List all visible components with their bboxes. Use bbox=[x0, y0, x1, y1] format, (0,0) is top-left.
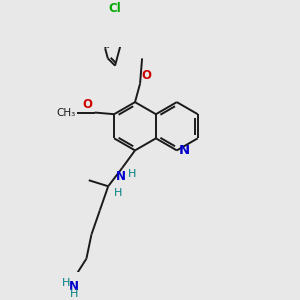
Text: H: H bbox=[62, 278, 70, 288]
Text: CH₃: CH₃ bbox=[56, 107, 76, 118]
Text: Cl: Cl bbox=[109, 2, 121, 15]
Text: H: H bbox=[70, 289, 78, 299]
Text: N: N bbox=[179, 144, 190, 157]
Text: H: H bbox=[128, 169, 137, 179]
Text: O: O bbox=[141, 69, 152, 82]
Text: N: N bbox=[116, 170, 126, 183]
Text: N: N bbox=[69, 280, 79, 293]
Text: H: H bbox=[114, 188, 123, 198]
Text: O: O bbox=[82, 98, 92, 111]
